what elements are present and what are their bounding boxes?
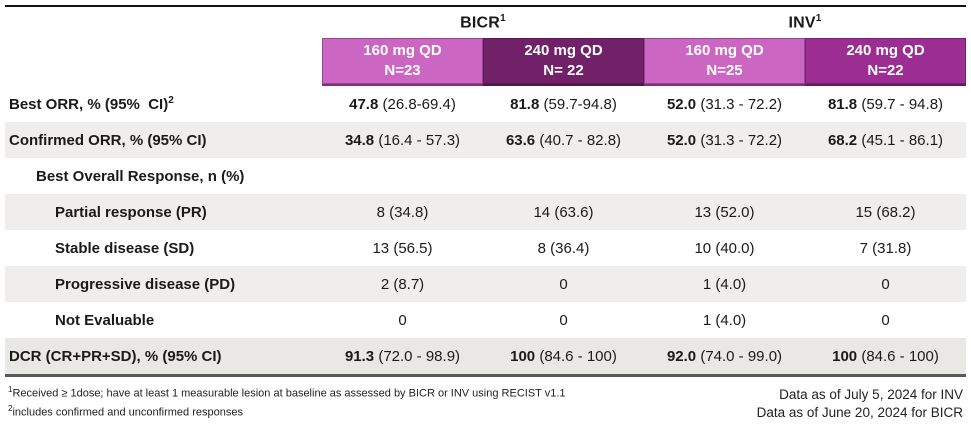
value-cell: 13 (52.0): [694, 203, 755, 221]
value-cell: 13 (56.5): [372, 239, 433, 257]
dose-column-header-3: 160 mg QD N=25: [644, 38, 805, 86]
footnote-line: 2includes confirmed and unconfirmed resp…: [8, 403, 243, 419]
table-row: Not Evaluable 0 0 1 (4.0) 0: [5, 302, 966, 338]
value-cell: 91.3 (72.0 - 98.9): [344, 347, 461, 365]
row-label: Stable disease (SD): [55, 239, 195, 257]
value-cell: 0: [559, 275, 568, 293]
table-row: DCR (CR+PR+SD), % (95% CI) 91.3 (72.0 - 9…: [5, 338, 966, 374]
assessment-group-header-row: BICR1 INV1: [5, 7, 966, 38]
footnotes: 1Received ≥ 1dose; have at least 1 measu…: [8, 384, 963, 421]
bottom-divider: [5, 374, 966, 377]
value-cell: 100 (84.6 - 100): [510, 347, 617, 365]
footnote-definitions: 1Received ≥ 1dose; have at least 1 measu…: [8, 384, 566, 421]
table-row: Best ORR, % (95% CI)2 47.8 (26.8-69.4) 81.…: [5, 86, 966, 122]
value-cell: 2 (8.7): [380, 275, 425, 293]
value-cell: 0: [881, 275, 890, 293]
value-cell: 81.8 (59.7-94.8): [510, 95, 617, 113]
row-label: Not Evaluable: [55, 311, 155, 329]
dose-column-header-row: 160 mg QD N=23 240 mg QD N= 22 160 mg QD N=25…: [5, 38, 966, 86]
value-cell: 1 (4.0): [702, 311, 747, 329]
top-divider: [5, 5, 966, 7]
data-cutoff-line: Data as of July 5, 2024 for INV: [779, 387, 963, 402]
table-row: Stable disease (SD) 13 (56.5) 8 (36.4) 10 (…: [5, 230, 966, 266]
value-cell: 0: [559, 311, 568, 329]
dose-column-header-4: 240 mg QD N=22: [805, 38, 966, 86]
row-label: Best ORR, % (95% CI)2: [9, 95, 174, 113]
row-label: Best Overall Response, n (%): [36, 167, 245, 185]
row-label: Confirmed ORR, % (95% CI): [9, 131, 207, 149]
data-cutoff-notes: Data as of July 5, 2024 for INV Data as o…: [757, 384, 963, 421]
value-cell: 10 (40.0): [694, 239, 755, 257]
table-row: Confirmed ORR, % (95% CI) 34.8 (16.4 - 57…: [5, 122, 966, 158]
value-cell: 0: [881, 311, 890, 329]
table-row: Partial response (PR) 8 (34.8) 14 (63.6) 13…: [5, 194, 966, 230]
value-cell: 7 (31.8): [859, 239, 912, 257]
table-row: Best Overall Response, n (%): [5, 158, 966, 194]
group-header-bicr: BICR1: [460, 12, 506, 32]
row-label: DCR (CR+PR+SD), % (95% CI): [9, 347, 222, 365]
value-cell: 100 (84.6 - 100): [832, 347, 939, 365]
value-cell: 8 (36.4): [537, 239, 590, 257]
value-cell: 1 (4.0): [702, 275, 747, 293]
value-cell: 81.8 (59.7 - 94.8): [827, 95, 944, 113]
value-cell: 15 (68.2): [855, 203, 916, 221]
value-cell: 8 (34.8): [376, 203, 429, 221]
group-header-inv: INV1: [788, 12, 822, 32]
value-cell: 34.8 (16.4 - 57.3): [344, 131, 461, 149]
table-body: Best ORR, % (95% CI)2 47.8 (26.8-69.4) 81.…: [0, 86, 971, 374]
dose-column-header-1: 160 mg QD N=23: [322, 38, 483, 86]
data-cutoff-line: Data as of June 20, 2024 for BICR: [756, 404, 963, 420]
label-column-spacer: [5, 38, 322, 86]
value-cell: 52.0 (31.3 - 72.2): [666, 131, 783, 149]
value-cell: 63.6 (40.7 - 82.8): [505, 131, 622, 149]
value-cell: 52.0 (31.3 - 72.2): [666, 95, 783, 113]
value-cell: 92.0 (74.0 - 99.0): [666, 347, 783, 365]
value-cell: 0: [398, 311, 407, 329]
value-cell: 47.8 (26.8-69.4): [349, 95, 456, 113]
table-row: Progressive disease (PD) 2 (8.7) 0 1 (4.0) 0: [5, 266, 966, 302]
dose-column-header-2: 240 mg QD N= 22: [483, 38, 644, 86]
footnote-line: 1Received ≥ 1dose; have at least 1 measu…: [8, 385, 566, 400]
row-label: Progressive disease (PD): [55, 275, 236, 293]
row-label: Partial response (PR): [55, 203, 207, 221]
value-cell: 14 (63.6): [533, 203, 594, 221]
value-cell: 68.2 (45.1 - 86.1): [827, 131, 944, 149]
